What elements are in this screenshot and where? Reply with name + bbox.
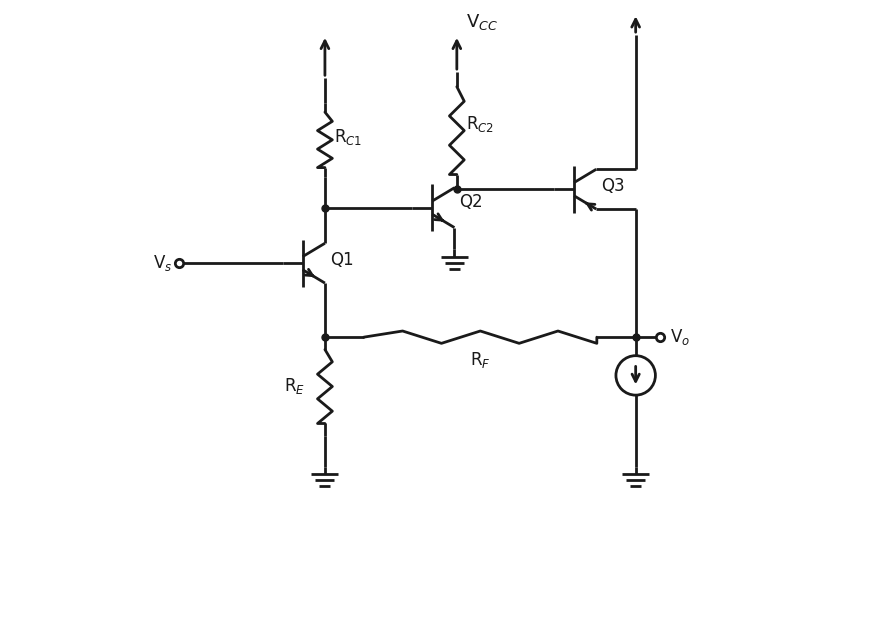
Text: V$_{CC}$: V$_{CC}$ [466,12,498,32]
Text: R$_E$: R$_E$ [284,376,305,396]
Text: R$_{C2}$: R$_{C2}$ [466,114,494,134]
Text: Q3: Q3 [601,177,625,195]
Text: R$_F$: R$_F$ [470,349,491,369]
Text: V$_o$: V$_o$ [669,327,690,347]
Text: V$_s$: V$_s$ [153,253,172,273]
Text: Q1: Q1 [330,251,354,269]
Text: R$_{C1}$: R$_{C1}$ [334,127,363,147]
Text: Q2: Q2 [460,192,483,211]
